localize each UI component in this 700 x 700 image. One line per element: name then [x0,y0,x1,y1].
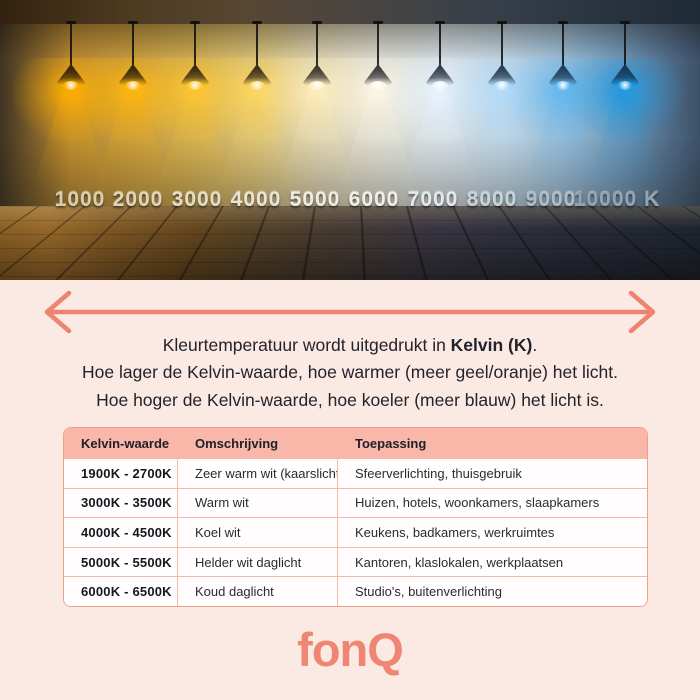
kelvin-table: Kelvin-waarde Omschrijving Toepassing 19… [63,427,648,607]
cell-description: Koud daglicht [177,577,337,606]
table-row: 4000K - 4500K Koel wit Keukens, badkamer… [64,517,647,547]
intro-line-1: Kleurtemperatuur wordt uitgedrukt in Kel… [162,335,538,355]
kelvin-label-8000: 8000 [466,188,518,211]
lamp-cord [501,24,503,66]
kelvin-label-3000: 3000 [171,188,223,211]
ceiling-mount [620,21,630,24]
lamp-cord [70,24,72,66]
lamp-cord [194,24,196,66]
cell-kelvin-range: 3000K - 3500K [81,495,172,511]
cell-description: Zeer warm wit (kaarslicht) [177,459,337,488]
kelvin-bold: Kelvin (K) [450,335,533,355]
cell-kelvin-range: 6000K - 6500K [81,584,172,600]
cell-kelvin-range: 1900K - 2700K [81,465,172,481]
table-header-row: Kelvin-waarde Omschrijving Toepassing [64,428,647,458]
intro-line-3: Hoe hoger de Kelvin-waarde, hoe koeler (… [96,389,604,410]
header-omschrijving: Omschrijving [177,428,337,458]
kelvin-label-6000: 6000 [348,188,400,211]
double-arrow-icon [44,290,656,334]
ceiling-mount [252,21,262,24]
info-section: Kleurtemperatuur wordt uitgedrukt in Kel… [0,280,700,700]
cell-description: Warm wit [177,488,337,518]
lamp-bulb [617,81,633,90]
ceiling-mount [435,21,445,24]
kelvin-label-1000: 1000 [54,188,106,211]
photo-ceiling [0,0,700,24]
cell-application: Sfeerverlichting, thuisgebruik [337,459,647,488]
lamp-cord [256,24,258,66]
lamp-cord [377,24,379,66]
cell-application: Kantoren, klaslokalen, werkplaatsen [337,547,647,577]
kelvin-label-2000: 2000 [112,188,164,211]
kelvin-label-9000: 9000 [525,188,577,211]
lamp-cord [624,24,626,66]
ceiling-mount [373,21,383,24]
ceiling-mount [190,21,200,24]
cell-application: Studio's, buitenverlichting [337,577,647,606]
ceiling-mount [128,21,138,24]
intro-line-2: Hoe lager de Kelvin-waarde, hoe warmer (… [82,362,618,383]
kelvin-label-7000: 7000 [407,188,459,211]
ceiling-mount [312,21,322,24]
kelvin-label-4000: 4000 [230,188,282,211]
cell-application: Huizen, hotels, woonkamers, slaapkamers [337,488,647,518]
ceiling-mount [66,21,76,24]
cell-application: Keukens, badkamers, werkruimtes [337,518,647,547]
table-row: 5000K - 5500K Helder wit daglicht Kantor… [64,546,647,577]
table-row: 6000K - 6500K Koud daglicht Studio's, bu… [64,576,647,606]
kelvin-scale-photo: 1000 2000 3000 4000 5000 6000 7000 8000 9000 1000… [0,0,700,280]
lamp-cord [316,24,318,66]
cell-description: Koel wit [177,518,337,547]
header-toepassing: Toepassing [337,428,647,458]
cell-description: Helder wit daglicht [177,547,337,577]
ceiling-mount [497,21,507,24]
kelvin-label-5000: 5000 [289,188,341,211]
table-row: 3000K - 3500K Warm wit Huizen, hotels, w… [64,487,647,518]
ceiling-mount [558,21,568,24]
cell-kelvin-range: 4000K - 4500K [81,524,172,540]
intro-text: Kleurtemperatuur wordt uitgedrukt in Kel… [0,332,700,414]
cell-kelvin-range: 5000K - 5500K [81,554,172,570]
header-kelvin-waarde: Kelvin-waarde [81,435,170,451]
fonq-logo: fonQ [297,623,404,676]
lamp-cord [562,24,564,66]
table-row: 1900K - 2700K Zeer warm wit (kaarslicht)… [64,458,647,488]
photo-floor [0,206,700,280]
lamp-cord [132,24,134,66]
kelvin-label-10000-K: 10000 K [573,188,661,211]
lamp-cord [439,24,441,66]
